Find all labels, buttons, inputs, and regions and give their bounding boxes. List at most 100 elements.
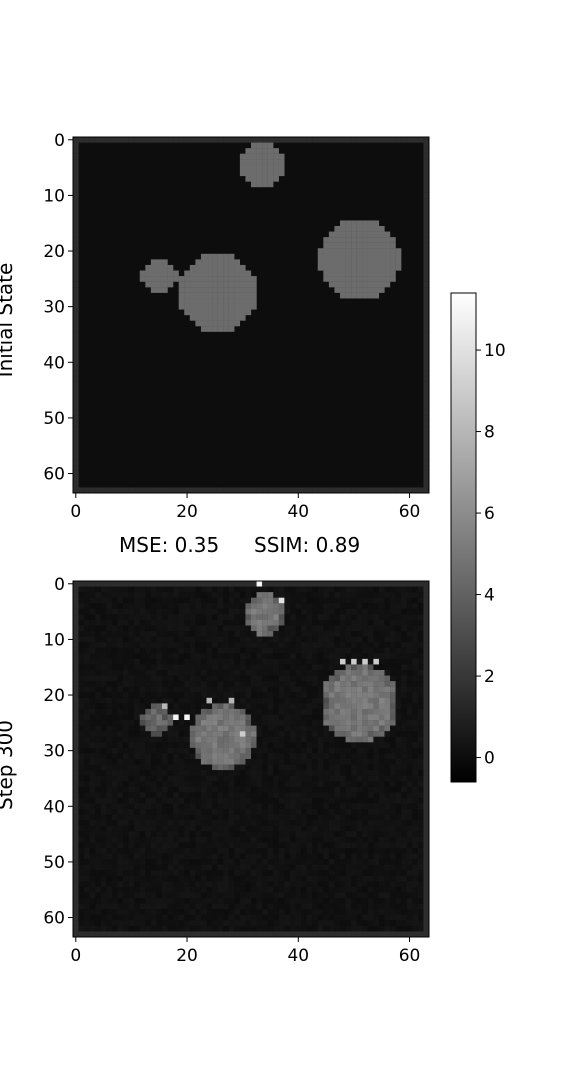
- heatmap-cell: [245, 592, 252, 598]
- heatmap-cell: [228, 315, 235, 321]
- heatmap-cell: [390, 797, 396, 804]
- heatmap-cell: [406, 925, 413, 932]
- heatmap-cell: [73, 298, 79, 305]
- heatmap-cell: [340, 270, 346, 277]
- heatmap-cell: [245, 875, 252, 882]
- heatmap-cell: [345, 703, 352, 710]
- heatmap-cell: [395, 803, 402, 810]
- heatmap-cell: [217, 836, 224, 843]
- heatmap-cell: [239, 797, 246, 804]
- heatmap-cell: [312, 658, 318, 665]
- heatmap-cell: [306, 725, 313, 732]
- heatmap-cell: [189, 619, 196, 626]
- heatmap-cell: [373, 842, 380, 849]
- heatmap-cell: [423, 625, 430, 632]
- y-tick-label: 20: [43, 686, 65, 706]
- heatmap-cell: [401, 914, 407, 921]
- heatmap-cell: [100, 781, 107, 787]
- heatmap-cell: [317, 914, 324, 921]
- heatmap-cell: [345, 625, 352, 632]
- heatmap-cell: [373, 742, 380, 749]
- heatmap-cell: [167, 836, 174, 843]
- heatmap-cell: [189, 603, 196, 609]
- heatmap-cell: [173, 809, 179, 815]
- heatmap-cell: [245, 309, 252, 316]
- heatmap-cell: [128, 820, 135, 826]
- heatmap-cell: [423, 603, 430, 609]
- heatmap-cell: [139, 764, 146, 771]
- heatmap-cell: [262, 703, 268, 710]
- heatmap-cell: [417, 803, 424, 810]
- heatmap-cell: [340, 686, 346, 693]
- heatmap-cell: [150, 803, 157, 810]
- heatmap-cell: [73, 381, 79, 388]
- heatmap-cell: [100, 625, 107, 632]
- heatmap-cell: [423, 431, 430, 438]
- heatmap-cell: [123, 753, 129, 760]
- heatmap-cell: [167, 848, 174, 854]
- heatmap-cell: [178, 714, 185, 721]
- heatmap-cell: [378, 775, 385, 782]
- heatmap-cell: [384, 903, 391, 910]
- heatmap-cell: [245, 775, 252, 782]
- heatmap-cell: [395, 753, 402, 760]
- heatmap-cell: [273, 820, 279, 826]
- heatmap-cell: [184, 786, 190, 793]
- heatmap-cell: [295, 742, 302, 749]
- heatmap-cell: [289, 725, 296, 732]
- heatmap-cell: [356, 731, 363, 737]
- heatmap-cell: [106, 653, 113, 660]
- heatmap-cell: [73, 365, 79, 371]
- heatmap-cell: [228, 581, 235, 587]
- x-tick-label: 60: [399, 946, 421, 966]
- heatmap-cell: [239, 670, 246, 676]
- heatmap-cell: [239, 903, 246, 910]
- heatmap-cell: [351, 647, 357, 654]
- heatmap-cell: [223, 647, 229, 654]
- heatmap-cell: [117, 642, 124, 648]
- heatmap-cell: [234, 747, 241, 754]
- heatmap-cell: [417, 670, 424, 676]
- heatmap-cell: [273, 597, 279, 604]
- heatmap-cell: [328, 670, 335, 676]
- heatmap-cell: [234, 664, 241, 671]
- heatmap-cell: [412, 703, 419, 710]
- heatmap-cell: [78, 836, 85, 843]
- heatmap-cell: [340, 886, 346, 893]
- heatmap-cell: [373, 848, 380, 854]
- heatmap-cell: [100, 803, 107, 810]
- heatmap-cell: [73, 253, 79, 260]
- heatmap-cell: [289, 764, 296, 771]
- heatmap-cell: [345, 864, 352, 871]
- heatmap-cell: [200, 914, 207, 921]
- heatmap-cell: [273, 619, 279, 626]
- heatmap-cell: [106, 825, 113, 832]
- heatmap-cell: [345, 853, 352, 860]
- heatmap-cell: [89, 914, 96, 921]
- heatmap-cell: [162, 764, 168, 771]
- heatmap-cell: [273, 720, 279, 726]
- heatmap-cell: [78, 786, 85, 793]
- heatmap-cell: [417, 681, 424, 687]
- heatmap-cell: [106, 725, 113, 732]
- heatmap-cell: [367, 759, 374, 765]
- heatmap-cell: [234, 831, 241, 838]
- heatmap-cell: [100, 797, 107, 804]
- heatmap-cell: [73, 476, 79, 483]
- heatmap-cell: [134, 886, 140, 893]
- heatmap-cell: [278, 647, 285, 654]
- heatmap-cell: [128, 875, 135, 882]
- heatmap-cell: [295, 909, 302, 915]
- heatmap-cell: [156, 137, 163, 143]
- heatmap-cell: [167, 825, 174, 832]
- heatmap-cell: [334, 697, 341, 704]
- heatmap-cell: [395, 592, 402, 598]
- heatmap-cell: [312, 137, 318, 143]
- heatmap-cell: [362, 703, 368, 710]
- heatmap-cell: [189, 725, 196, 732]
- heatmap-cell: [351, 653, 357, 660]
- heatmap-cell: [378, 642, 385, 648]
- heatmap-cell: [356, 747, 363, 754]
- y-tick-label: 20: [43, 242, 65, 262]
- heatmap-cell: [417, 886, 424, 893]
